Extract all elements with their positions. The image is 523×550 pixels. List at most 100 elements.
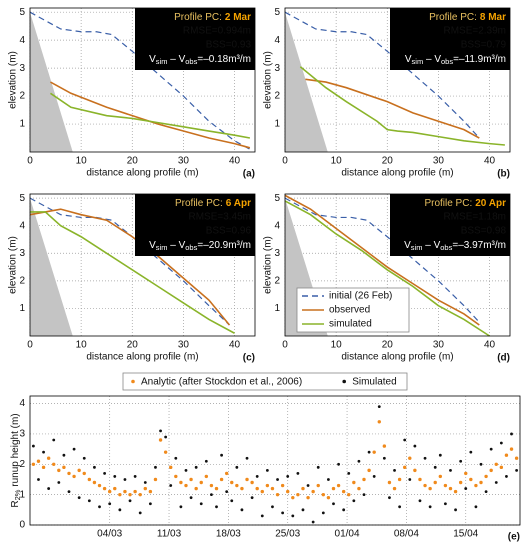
axes-frame — [29, 193, 256, 337]
info-title: Profile PC: 20 Apr — [424, 198, 506, 209]
info-profile: Profile PC: — [175, 198, 223, 209]
point — [377, 405, 381, 409]
point — [331, 486, 336, 491]
x-tick-label: 30 — [433, 340, 445, 351]
point — [449, 468, 452, 472]
info-volume-part: obs — [185, 57, 197, 66]
point — [515, 468, 519, 472]
point — [138, 511, 142, 515]
point — [408, 478, 412, 481]
point — [260, 489, 264, 494]
info-profile: Profile PC: — [424, 198, 472, 209]
axes-frame — [284, 7, 511, 153]
info-volume-part: V — [149, 240, 156, 251]
y-axis-label: elevation (m) — [263, 51, 274, 109]
structure — [30, 198, 73, 336]
point — [443, 483, 448, 488]
point — [138, 492, 142, 497]
point — [174, 456, 178, 460]
point — [128, 492, 132, 497]
point — [179, 480, 183, 485]
x-tick-label: 40 — [484, 156, 496, 167]
point — [164, 435, 168, 439]
y-tick-label: 5 — [19, 7, 25, 18]
point — [194, 465, 198, 469]
point — [209, 483, 214, 488]
info-date: 6 Apr — [226, 198, 251, 209]
y-tick-label: 4 — [274, 220, 280, 231]
y-tick-label: 3 — [274, 248, 280, 259]
info-volume-part: obs — [440, 243, 452, 252]
x-tick-label: 0 — [282, 340, 288, 351]
point — [398, 505, 402, 509]
y-tick-label: 3 — [19, 63, 25, 74]
info-volume-part: obs — [441, 57, 453, 66]
point — [189, 477, 193, 482]
point — [184, 483, 188, 488]
info-volume-part: obs — [185, 243, 197, 252]
point — [494, 481, 498, 484]
point — [118, 492, 122, 497]
point — [57, 481, 61, 484]
y-tick-label: 3 — [19, 248, 25, 259]
point — [464, 487, 468, 490]
point — [514, 456, 519, 460]
point — [41, 465, 46, 470]
point — [428, 486, 432, 491]
info-bss: BSS=0.79 — [461, 40, 507, 51]
point — [296, 472, 300, 475]
point — [87, 499, 91, 503]
point — [169, 484, 173, 487]
point — [499, 465, 504, 470]
point — [179, 505, 183, 509]
point — [377, 420, 381, 424]
x-tick-label: 25/03 — [275, 529, 300, 540]
point — [270, 486, 275, 491]
structure — [285, 12, 328, 152]
y-tick-label: 2 — [19, 275, 25, 286]
x-tick-label: 15/04 — [453, 529, 478, 540]
point — [220, 453, 223, 457]
point — [235, 483, 239, 488]
plot-area — [30, 396, 520, 525]
point — [159, 429, 162, 433]
panel: 0 10 20 30 40 1 2 3 4 5 Profile PC: 2 Mar RMSE=0.994… — [8, 7, 256, 180]
panel: 04/03 11/03 18/03 25/03 01/04 08/04 15/04 0 1 2 3 4… — [19, 372, 521, 543]
info-rmse: RMSE=2.39m — [443, 26, 506, 37]
point — [271, 505, 274, 509]
point — [397, 477, 402, 482]
point — [479, 462, 483, 466]
profile-line — [284, 197, 480, 323]
panel-label: (d) — [497, 353, 510, 364]
point — [433, 480, 437, 485]
point — [224, 471, 229, 476]
info-volume-part: =–0.18m³/m — [197, 54, 251, 65]
point — [387, 480, 392, 485]
y-axis-label-part: 2% — [13, 489, 22, 500]
point — [301, 486, 305, 491]
legend-box — [122, 372, 408, 391]
x-axis-label: distance along profile (m) — [341, 352, 453, 363]
point — [438, 474, 443, 479]
point — [143, 481, 147, 484]
panel: 0 10 20 30 40 1 2 3 4 5 Profile PC: 6 Apr RMSE=3.45m… — [8, 193, 256, 364]
point — [423, 483, 427, 488]
info-volume-part: sim — [156, 243, 168, 252]
info-date: 20 Apr — [475, 198, 506, 209]
point — [458, 480, 463, 485]
info-box — [135, 8, 255, 70]
x-tick-label: 30 — [433, 156, 445, 167]
point — [453, 489, 458, 494]
point — [31, 444, 35, 448]
point — [148, 502, 152, 506]
point — [505, 475, 508, 478]
point — [316, 465, 320, 469]
point — [306, 495, 310, 500]
point — [408, 456, 412, 460]
x-tick-label: 20 — [127, 340, 139, 351]
point — [327, 478, 330, 481]
point — [403, 438, 407, 442]
info-volume-part: V — [405, 54, 412, 65]
point — [47, 487, 51, 490]
